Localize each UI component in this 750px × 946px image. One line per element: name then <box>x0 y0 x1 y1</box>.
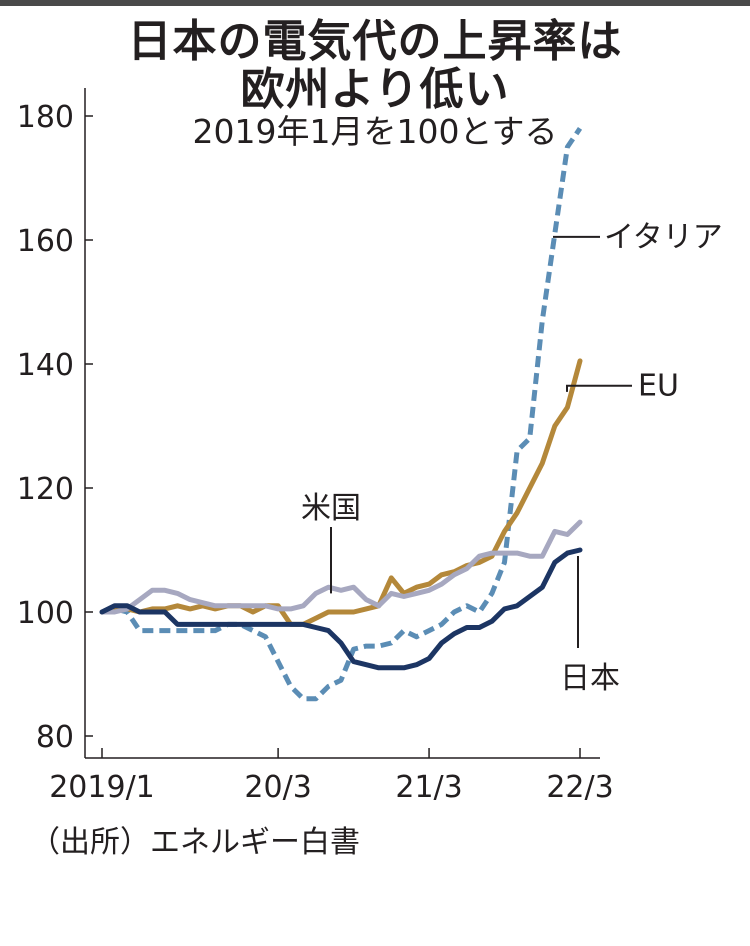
series-label-eu: EU <box>638 369 679 404</box>
series-line-イタリア <box>101 126 583 702</box>
x-tick-label: 2019/1 <box>49 770 155 805</box>
top-edge-bar <box>0 0 750 6</box>
y-tick-label: 80 <box>36 720 74 755</box>
y-tick-label: 160 <box>17 224 74 259</box>
chart-title-line-1: 日本の電気代の上昇率は <box>127 16 623 67</box>
y-tick-label: 100 <box>17 596 74 631</box>
y-tick-label: 140 <box>17 348 74 383</box>
x-tick-label: 20/3 <box>244 770 311 805</box>
series-line-日本 <box>99 547 583 671</box>
series-label-japan: 日本 <box>560 661 620 696</box>
series-label-us: 米国 <box>301 491 361 526</box>
series-label-italy: イタリア <box>604 220 723 255</box>
source-note: （出所）エネルギー白書 <box>30 825 360 860</box>
series-line-米国 <box>99 519 583 615</box>
chart-subtitle: 2019年1月を100とする <box>192 112 558 151</box>
x-tick-label: 22/3 <box>546 770 613 805</box>
leader-line-eu <box>566 384 632 392</box>
y-tick-label: 180 <box>17 100 74 135</box>
series-line-EU <box>99 358 583 627</box>
y-tick-label: 120 <box>17 472 74 507</box>
chart-title-line-2: 欧州より低い <box>240 64 510 115</box>
x-tick-label: 21/3 <box>395 770 462 805</box>
